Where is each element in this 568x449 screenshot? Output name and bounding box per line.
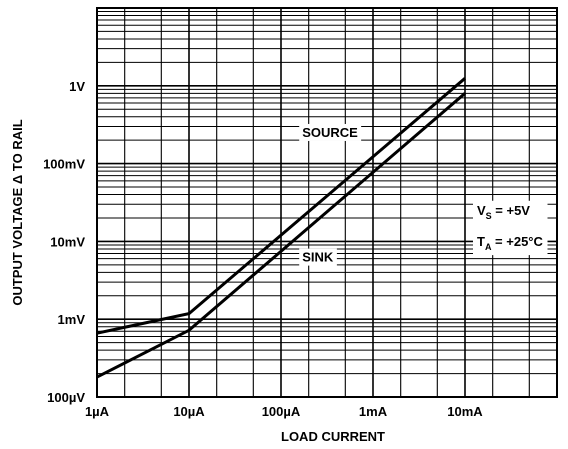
series-label-bg-source bbox=[299, 123, 362, 141]
x-axis-title: LOAD CURRENT bbox=[281, 429, 385, 444]
y-tick-label: 1V bbox=[69, 79, 85, 94]
series-line-source bbox=[96, 77, 466, 335]
x-axis-tick-labels: 1µA 10µA 100µA 1mA 10mA bbox=[85, 404, 483, 419]
series-line-sink bbox=[96, 92, 466, 379]
series-label-sink: SINK bbox=[302, 250, 334, 265]
y-tick-label: 1mV bbox=[58, 312, 86, 327]
y-tick-label: 100µV bbox=[47, 390, 85, 405]
conditions-background bbox=[472, 200, 548, 256]
y-tick-label: 100mV bbox=[43, 157, 85, 172]
x-tick-label: 10mA bbox=[447, 404, 483, 419]
x-tick-label: 1mA bbox=[359, 404, 388, 419]
y-tick-label: 10mV bbox=[50, 234, 85, 249]
y-axis-tick-labels: 100µV 1mV 10mV 100mV 1V bbox=[43, 79, 85, 405]
ta-condition: TA = +25°C bbox=[477, 234, 544, 252]
series-label-bg-sink bbox=[299, 248, 337, 266]
x-tick-label: 100µA bbox=[262, 404, 301, 419]
x-tick-label: 10µA bbox=[173, 404, 205, 419]
x-tick-label: 1µA bbox=[85, 404, 110, 419]
y-axis-title: OUTPUT VOLTAGE Δ TO RAIL bbox=[10, 119, 25, 305]
plot-frame bbox=[96, 7, 558, 398]
series-labels: SOURCE SINK bbox=[299, 123, 362, 266]
series-lines bbox=[96, 77, 466, 379]
test-conditions: VS = +5V TA = +25°C bbox=[472, 200, 548, 256]
series-label-source: SOURCE bbox=[302, 125, 358, 140]
vs-condition: VS = +5V bbox=[477, 203, 530, 221]
